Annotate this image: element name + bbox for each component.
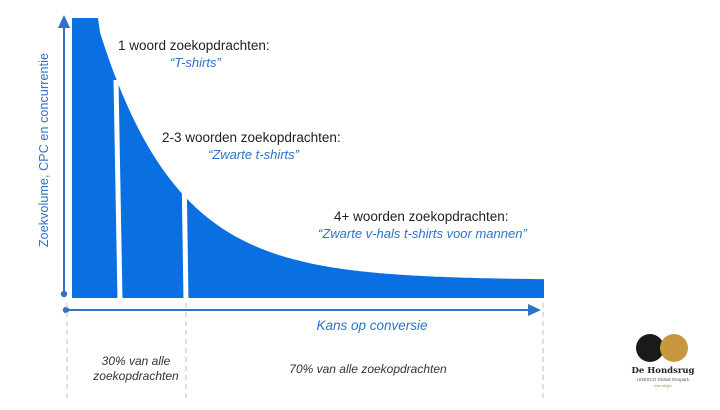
logo-badge-gold [660, 334, 688, 362]
segment-3-label: 4+ woorden zoekopdrachten: “Zwarte v-hal… [318, 208, 527, 242]
x-axis-arrowhead [528, 304, 541, 316]
segment-3-example: “Zwarte v-hals t-shirts voor mannen” [318, 226, 527, 241]
y-axis-arrowhead [58, 15, 70, 28]
de-hondsrug-logo: De Hondsrug UNESCO Global Geopark Kernre… [623, 332, 703, 388]
logo-badges [636, 332, 690, 366]
segment-3-title: 4+ woorden zoekopdrachten: [334, 209, 509, 224]
share-right: 70% van alle zoekopdrachten [289, 362, 447, 376]
segment-1-label: 1 woord zoekopdrachten: “T-shirts” [118, 37, 270, 71]
logo-badge-dark [636, 334, 664, 362]
logo-subtitle: UNESCO Global Geopark [636, 377, 690, 382]
segment-2-example: “Zwarte t-shirts” [208, 147, 299, 162]
x-axis-origin-dot [62, 306, 70, 314]
y-axis-label: Zoekvolume, CPC en concurrentie [37, 52, 51, 248]
segment-1-title: 1 woord zoekopdrachten: [118, 38, 270, 53]
segment-1-example: “T-shirts” [170, 55, 221, 70]
segment-separator-2 [181, 169, 189, 301]
x-axis-label: Kans op conversie [316, 318, 428, 333]
logo-tagline: Kernregio [654, 383, 672, 388]
segment-separator-1 [113, 79, 123, 301]
segment-2-title: 2-3 woorden zoekopdrachten: [162, 130, 341, 145]
logo-name: De Hondsrug [631, 366, 695, 376]
search-demand-curve [72, 18, 544, 298]
segment-2-label: 2-3 woorden zoekopdrachten: “Zwarte t-sh… [162, 129, 341, 163]
y-axis-origin-dot [60, 290, 68, 298]
share-left: 30% van alle zoekopdrachten [93, 354, 179, 383]
